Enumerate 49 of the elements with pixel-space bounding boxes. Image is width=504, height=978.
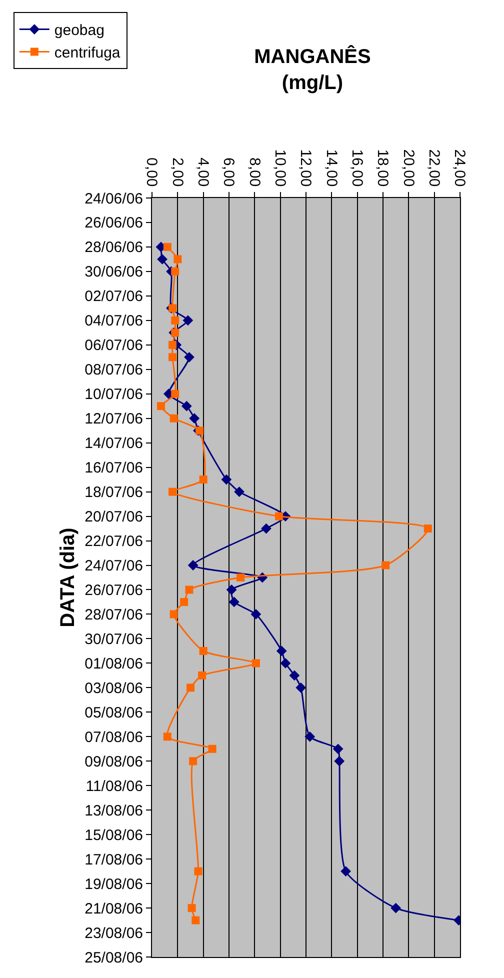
y-tick-label: 30/07/06 <box>84 630 143 648</box>
y-tick-label: 28/07/06 <box>84 606 143 624</box>
y-tick-label: 13/08/06 <box>84 802 143 820</box>
y-tick-label: 23/08/06 <box>84 924 143 942</box>
y-tick-label: 24/07/06 <box>84 558 143 575</box>
x-tick-label: 20,00 <box>400 149 417 187</box>
y-tick-label: 16/07/06 <box>84 460 143 477</box>
y-tick-label: 18/07/06 <box>84 484 143 502</box>
y-tick-label: 06/07/06 <box>84 337 143 354</box>
y-tick-label: 01/08/06 <box>84 655 143 672</box>
y-tick-label: 30/06/06 <box>84 264 143 281</box>
x-tick-label: 22,00 <box>425 149 442 187</box>
y-tick-label: 26/07/06 <box>84 582 143 599</box>
y-tick-label: 19/08/06 <box>84 876 143 893</box>
y-tick-label: 07/08/06 <box>84 728 143 746</box>
y-axis-title: DATA (dia) <box>57 528 80 628</box>
x-tick-label: 2,00 <box>168 158 186 187</box>
x-tick-label: 8,00 <box>246 158 263 187</box>
y-tick-label: 03/08/06 <box>84 680 143 697</box>
x-tick-label: 18,00 <box>374 149 392 187</box>
y-tick-label: 14/07/06 <box>84 435 143 452</box>
y-tick-label: 04/07/06 <box>84 312 143 330</box>
y-tick-label: 17/08/06 <box>84 851 143 868</box>
y-tick-label: 26/06/06 <box>84 214 143 232</box>
y-tick-label: 21/08/06 <box>84 900 143 918</box>
y-tick-label: 28/06/06 <box>84 239 143 256</box>
x-tick-label: 12,00 <box>297 149 314 187</box>
x-tick-label: 10,00 <box>271 149 288 187</box>
chart-title: MANGANÊS (mg/L) <box>254 45 371 94</box>
y-tick-label: 11/08/06 <box>86 778 143 795</box>
y-tick-label: 25/08/06 <box>84 949 143 966</box>
y-tick-label: 09/08/06 <box>84 753 143 770</box>
y-tick-label: 12/07/06 <box>84 410 143 428</box>
y-tick-label: 02/07/06 <box>84 288 143 306</box>
x-tick-label: 16,00 <box>348 149 366 187</box>
y-tick-label: 08/07/06 <box>84 362 143 379</box>
x-tick-label: 24,00 <box>451 149 468 187</box>
x-tick-label: 14,00 <box>322 149 340 187</box>
y-tick-label: 15/08/06 <box>84 826 143 844</box>
y-tick-label: 20/07/06 <box>84 508 143 526</box>
x-tick-label: 6,00 <box>220 158 238 187</box>
y-tick-label: 22/07/06 <box>84 533 143 550</box>
legend-label: geobag <box>54 22 104 40</box>
y-tick-label: 10/07/06 <box>84 386 143 404</box>
y-tick-label: 24/06/06 <box>84 190 143 208</box>
x-tick-label: 0,00 <box>143 158 160 187</box>
legend-label: centrifuga <box>54 44 121 62</box>
x-tick-label: 4,00 <box>194 158 212 187</box>
y-tick-label: 05/08/06 <box>84 704 143 722</box>
